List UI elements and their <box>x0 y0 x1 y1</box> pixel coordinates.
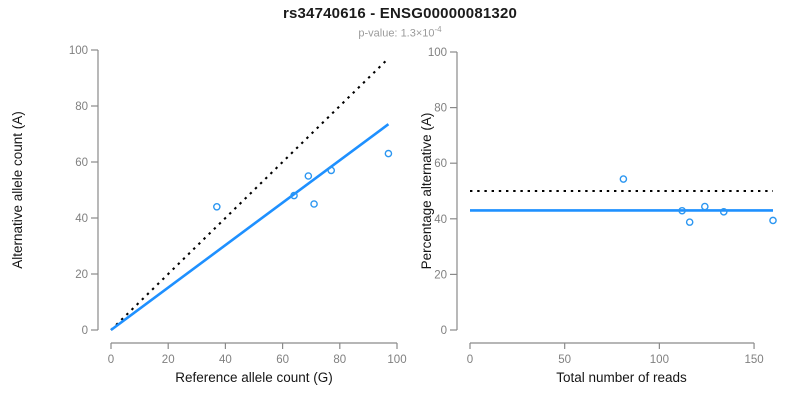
plot-panel-0: 0 20 40 60 80 100 0 20 40 60 80 100 Reference allele… <box>10 45 407 385</box>
x-tick-label: 100 <box>387 354 406 366</box>
data-point <box>619 175 628 183</box>
data-point <box>384 149 393 158</box>
x-tick-label: 0 <box>467 354 473 366</box>
x-axis-label: Total number of reads <box>556 370 687 385</box>
y-tick-label: 60 <box>434 158 447 170</box>
y-tick-label: 40 <box>75 213 88 225</box>
y-axis-label: Alternative allele count (A) <box>10 111 25 269</box>
x-tick-label: 50 <box>558 354 571 366</box>
y-tick-label: 20 <box>434 269 447 281</box>
y-tick-label: 40 <box>434 214 447 226</box>
data-point <box>769 216 777 225</box>
y-tick-label: 60 <box>75 157 88 169</box>
x-tick-label: 0 <box>108 354 114 366</box>
figure-subtitle: p-value: 1.3×10-4 <box>0 25 800 40</box>
data-point <box>327 166 336 175</box>
data-point <box>213 202 221 211</box>
y-tick-label: 100 <box>428 47 447 59</box>
y-tick-label: 0 <box>441 325 447 337</box>
data-point <box>678 206 686 215</box>
plot-panel-1: 0 20 40 60 80 100 0 50 100 150 Total number of rea… <box>419 47 777 385</box>
pvalue-exponent: -4 <box>434 25 442 34</box>
fitted-ratio-line <box>110 123 390 332</box>
x-tick-label: 20 <box>162 354 175 366</box>
x-tick-label: 60 <box>276 354 289 366</box>
x-axis-label: Reference allele count (G) <box>175 370 333 385</box>
y-axis-label: Percentage alternative (A) <box>419 113 434 270</box>
y-tick-label: 100 <box>69 45 88 57</box>
figure-title: rs34740616 - ENSG00000081320 <box>282 5 518 22</box>
pvalue-mantissa: 1.3×10 <box>400 27 435 40</box>
data-point <box>304 172 313 180</box>
x-tick-label: 80 <box>333 354 346 366</box>
y-tick-label: 80 <box>75 101 88 113</box>
pvalue-prefix: p-value: <box>358 27 401 40</box>
data-point <box>310 200 318 208</box>
identity-line <box>110 57 390 331</box>
data-point <box>290 191 298 200</box>
data-point <box>701 202 709 211</box>
x-tick-label: 100 <box>650 354 669 366</box>
y-tick-label: 80 <box>434 103 447 115</box>
data-point <box>685 218 694 226</box>
y-tick-label: 20 <box>75 269 88 281</box>
y-tick-label: 0 <box>82 325 88 337</box>
x-tick-label: 40 <box>219 354 232 366</box>
data-point <box>719 208 728 216</box>
x-tick-label: 150 <box>744 354 763 366</box>
